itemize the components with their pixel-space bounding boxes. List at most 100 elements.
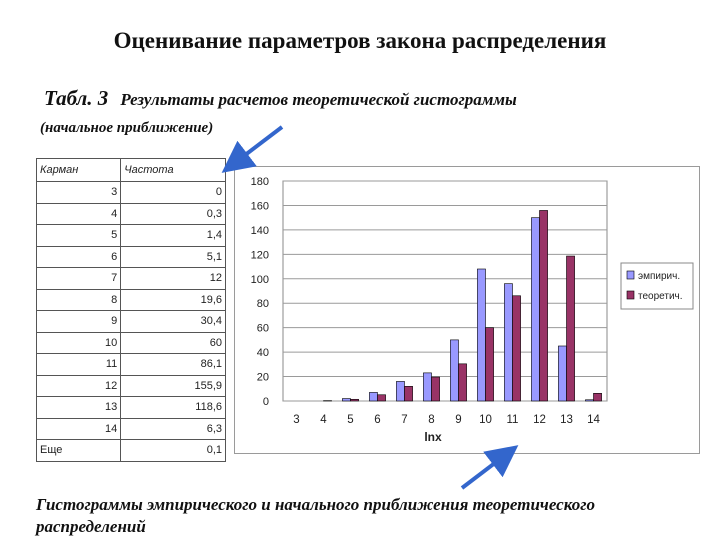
table-row: 14 6,3 [35, 417, 226, 440]
x-tick-label: 4 [320, 414, 327, 426]
table-row: Еще 0,1 [35, 439, 226, 462]
table-cell-bin: 7 [35, 267, 122, 290]
table-cell-bin: 14 [35, 417, 122, 440]
table-cell-bin: 3 [35, 181, 122, 204]
table-cell-frequency: 0,1 [120, 439, 226, 462]
x-tick-label: 12 [533, 414, 546, 426]
x-tick-label: 3 [293, 414, 299, 426]
y-tick-label: 60 [257, 323, 269, 335]
table-cell-bin: 10 [35, 331, 122, 354]
table-row: 5 1,4 [35, 224, 226, 247]
bar-empirical [558, 345, 567, 402]
table-row: 6 5,1 [35, 245, 226, 268]
table-cell-frequency: 60 [120, 331, 226, 354]
table-row: 11 86,1 [35, 353, 226, 376]
table-cell-frequency: 118,6 [120, 396, 226, 419]
bar-empirical [423, 372, 432, 402]
legend-box [620, 262, 694, 310]
y-tick-label: 0 [263, 396, 269, 408]
x-tick-label: 9 [455, 414, 461, 426]
footer-caption: Гистограммы эмпирического и начального п… [36, 495, 595, 536]
table-cell-frequency: 6,3 [120, 417, 226, 440]
bar-theoretical [593, 393, 602, 402]
arrow-to-chart [460, 445, 519, 490]
table-cell-frequency: 30,4 [120, 310, 226, 333]
table-row: 10 60 [35, 331, 226, 354]
y-tick-label: 180 [251, 176, 269, 188]
y-tick-label: 120 [251, 249, 269, 261]
y-tick-label: 20 [257, 372, 269, 384]
legend-label-theoretical: теоретич. [638, 291, 683, 302]
table-cell-bin: 6 [35, 245, 122, 268]
bar-empirical [531, 217, 540, 402]
table-row: 4 0,3 [35, 202, 226, 225]
table-caption: Табл. 3 Результаты расчетов теоретической… [44, 86, 517, 111]
y-tick-label: 160 [251, 200, 269, 212]
bar-theoretical [485, 327, 494, 402]
table-row: 9 30,4 [35, 310, 226, 333]
bar-empirical [369, 392, 378, 402]
x-tick-label: 6 [374, 414, 380, 426]
table-cell-bin: 8 [35, 288, 122, 311]
table-cell-frequency: 155,9 [120, 374, 226, 397]
table-number: Табл. 3 [44, 86, 109, 110]
bar-empirical [342, 398, 351, 402]
column-header-frequency: Частота [120, 158, 226, 182]
table-cell-frequency: 0 [120, 181, 226, 204]
table-cell-bin: 12 [35, 374, 122, 397]
table-cell-bin: Еще [35, 439, 122, 462]
bar-theoretical [512, 295, 521, 402]
table-cell-frequency: 19,6 [120, 288, 226, 311]
slide-title: Оценивание параметров закона распределен… [113, 28, 607, 53]
legend-swatch-empirical [626, 270, 635, 280]
legend-swatch-theoretical [626, 290, 635, 300]
x-tick-label: 14 [587, 414, 600, 426]
caption-note: (начальное приближение) [40, 120, 214, 136]
table-row: 13 118,6 [35, 396, 226, 419]
x-tick-label: 11 [507, 414, 519, 426]
bar-theoretical [458, 363, 467, 402]
table-cell-bin: 4 [35, 202, 122, 225]
table-cell-frequency: 12 [120, 267, 226, 290]
histogram-svg: 0 20 40 60 80 100 120 140 160 180 3 4 5 6 7 8 9 10 11 12 13 1… [251, 176, 694, 444]
bar-theoretical [404, 386, 413, 402]
column-header-bin: Карман [35, 158, 122, 182]
bar-theoretical [431, 376, 440, 402]
table-cell-bin: 9 [35, 310, 122, 333]
bar-empirical [477, 268, 486, 402]
table-row: 12 155,9 [35, 374, 226, 397]
table-header-row: Карман Частота [35, 158, 226, 182]
arrow-to-table [221, 125, 284, 173]
y-tick-label: 80 [257, 298, 269, 310]
table-row: 7 12 [35, 267, 226, 290]
x-tick-label: 13 [560, 414, 573, 426]
histogram-chart: 0 20 40 60 80 100 120 140 160 180 3 4 5 6 7 8 9 10 11 12 13 1… [234, 166, 700, 454]
table-cell-bin: 5 [35, 224, 122, 247]
table-cell-frequency: 5,1 [120, 245, 226, 268]
legend-label-empirical: эмпирич. [638, 271, 680, 282]
x-tick-label: 10 [479, 414, 492, 426]
bar-theoretical [377, 394, 386, 402]
y-tick-label: 140 [251, 225, 269, 237]
bar-theoretical [566, 255, 575, 402]
x-tick-label: 5 [347, 414, 353, 426]
table-cell-bin: 13 [35, 396, 122, 419]
y-tick-label: 40 [257, 347, 269, 359]
x-axis-label: lnx [424, 430, 442, 444]
bar-empirical [396, 381, 405, 402]
bar-empirical [585, 399, 594, 402]
frequency-table: Карман Частота 3 0 4 0,3 5 1,4 6 5,1 7 12 8 19,6 9 30… [35, 158, 226, 462]
table-cell-frequency: 86,1 [120, 353, 226, 376]
table-caption-text: Результаты расчетов теоретической гистог… [120, 90, 517, 109]
bar-theoretical [350, 398, 359, 402]
x-tick-label: 8 [428, 414, 434, 426]
bar-empirical [504, 283, 513, 402]
bar-empirical [450, 339, 459, 402]
bar-theoretical [539, 210, 548, 402]
table-row: 8 19,6 [35, 288, 226, 311]
table-cell-frequency: 1,4 [120, 224, 226, 247]
table-cell-frequency: 0,3 [120, 202, 226, 225]
plot-area [282, 180, 608, 402]
y-tick-label: 100 [251, 274, 269, 286]
